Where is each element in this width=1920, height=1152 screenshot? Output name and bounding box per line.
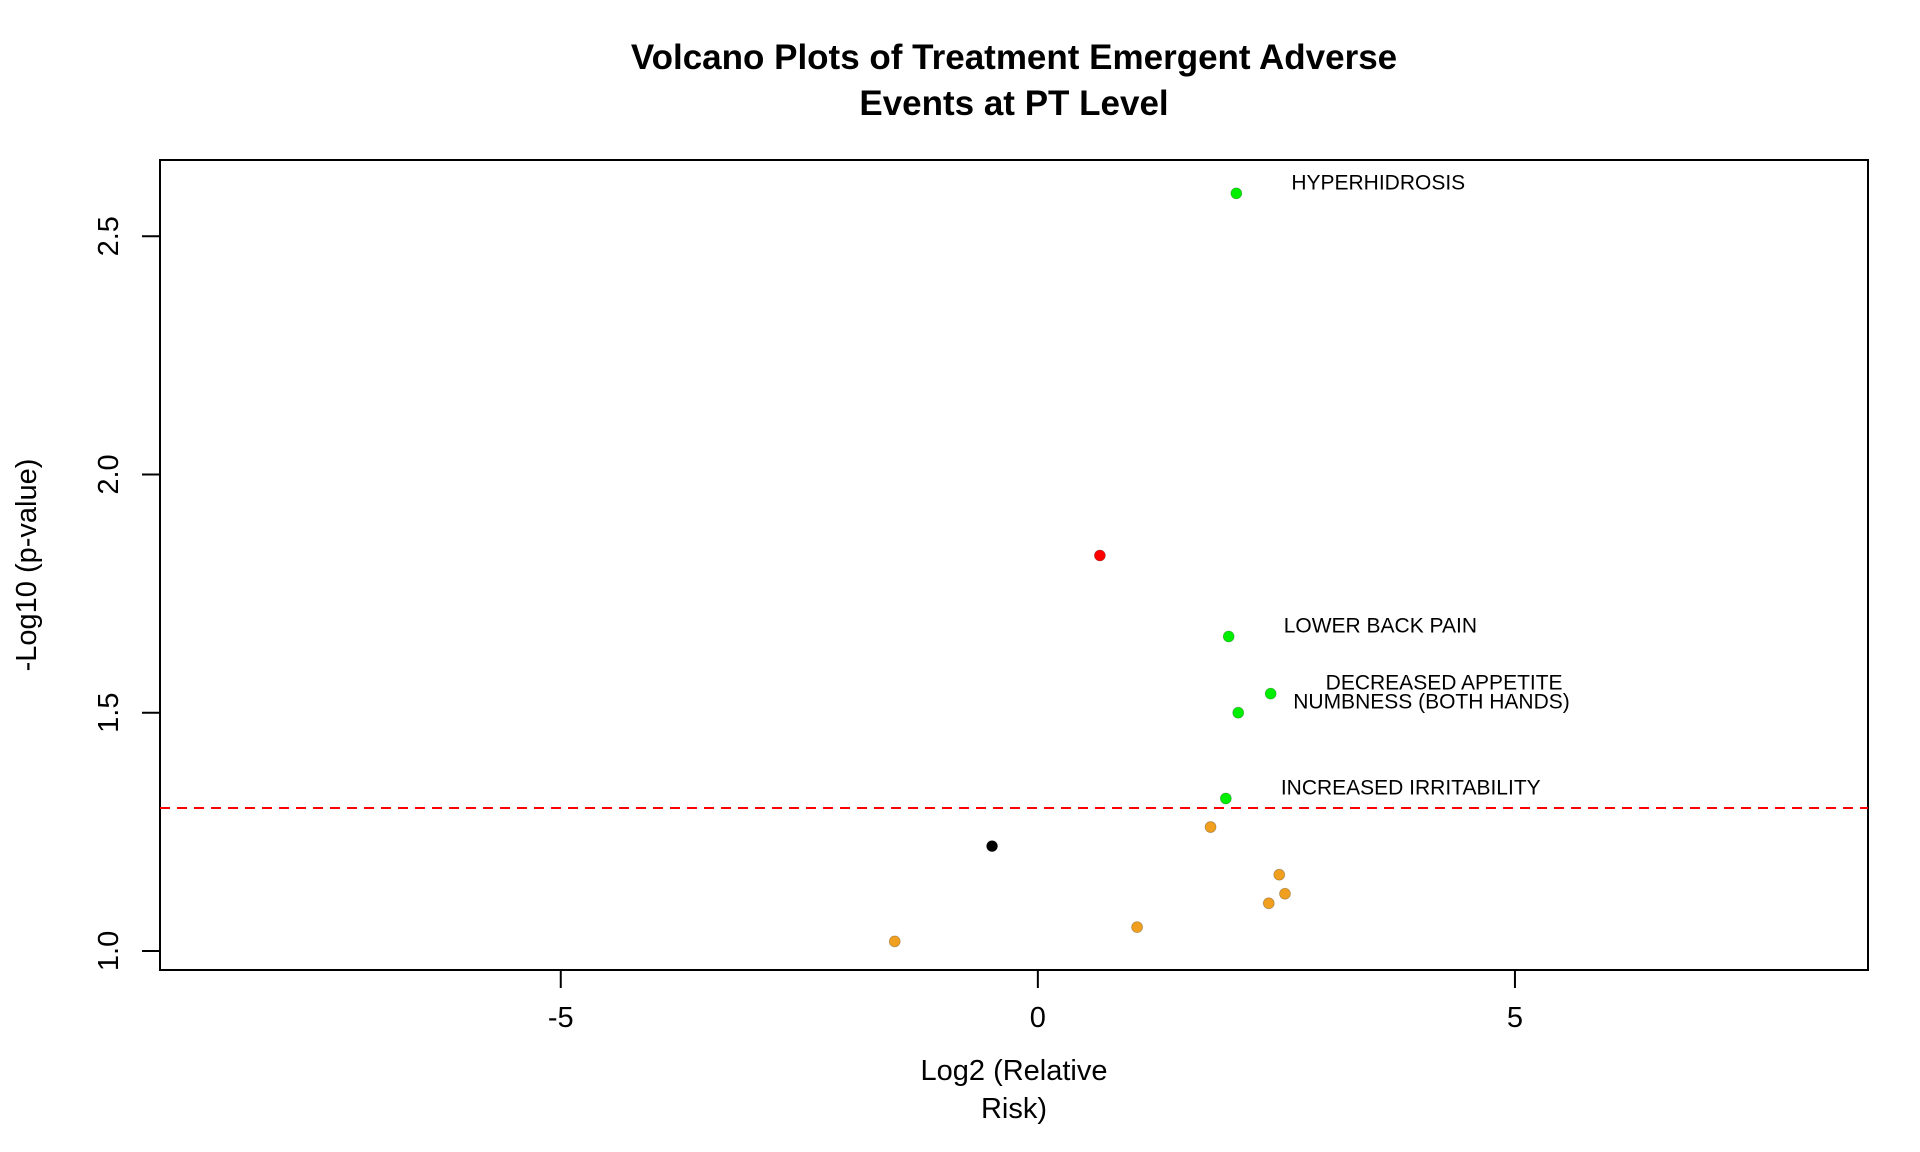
data-point	[1232, 706, 1245, 719]
y-tick-label: 2.0	[93, 454, 125, 494]
data-point	[986, 840, 998, 853]
data-point	[1131, 921, 1143, 934]
x-axis-label-line-2: Risk)	[981, 1093, 1047, 1125]
point-label: INCREASED IRRITABILITY	[1281, 776, 1541, 799]
y-tick-label: 2.5	[93, 216, 125, 256]
chart-title-line-2: Events at PT Level	[859, 84, 1168, 123]
chart-title-line-1: Volcano Plots of Treatment Emergent Adve…	[631, 38, 1397, 77]
y-axis-label: -Log10 (p-value)	[11, 459, 43, 672]
point-label: HYPERHIDROSIS	[1291, 171, 1465, 194]
data-point	[1264, 687, 1277, 700]
plot-area-frame	[159, 159, 1869, 971]
data-point	[1219, 792, 1232, 805]
y-tick-label: 1.0	[93, 931, 125, 971]
point-label: DECREASED APPETITE	[1326, 672, 1563, 695]
data-point	[1222, 630, 1235, 643]
y-tick-label: 1.5	[93, 693, 125, 733]
data-points	[888, 187, 1291, 948]
x-tick-label: -5	[548, 1002, 574, 1034]
data-point	[1093, 549, 1106, 562]
x-tick-label: 5	[1507, 1002, 1523, 1034]
point-label: NUMBNESS (BOTH HANDS)	[1293, 691, 1570, 714]
point-labels: HYPERHIDROSIS LOWER BACK PAIN DECREASED AP…	[1281, 171, 1570, 799]
data-point	[1204, 821, 1217, 833]
data-point	[888, 935, 901, 948]
y-axis: 1.0 1.5 2.0 2.5	[93, 216, 160, 971]
data-point	[1279, 887, 1291, 900]
x-axis: -5 0 5	[548, 970, 1523, 1034]
x-tick-label: 0	[1030, 1002, 1046, 1034]
data-point	[1262, 897, 1275, 910]
x-axis-label-line-1: Log2 (Relative	[921, 1055, 1108, 1087]
point-label: LOWER BACK PAIN	[1284, 614, 1477, 637]
data-point	[1273, 868, 1286, 881]
data-point	[1230, 187, 1243, 200]
